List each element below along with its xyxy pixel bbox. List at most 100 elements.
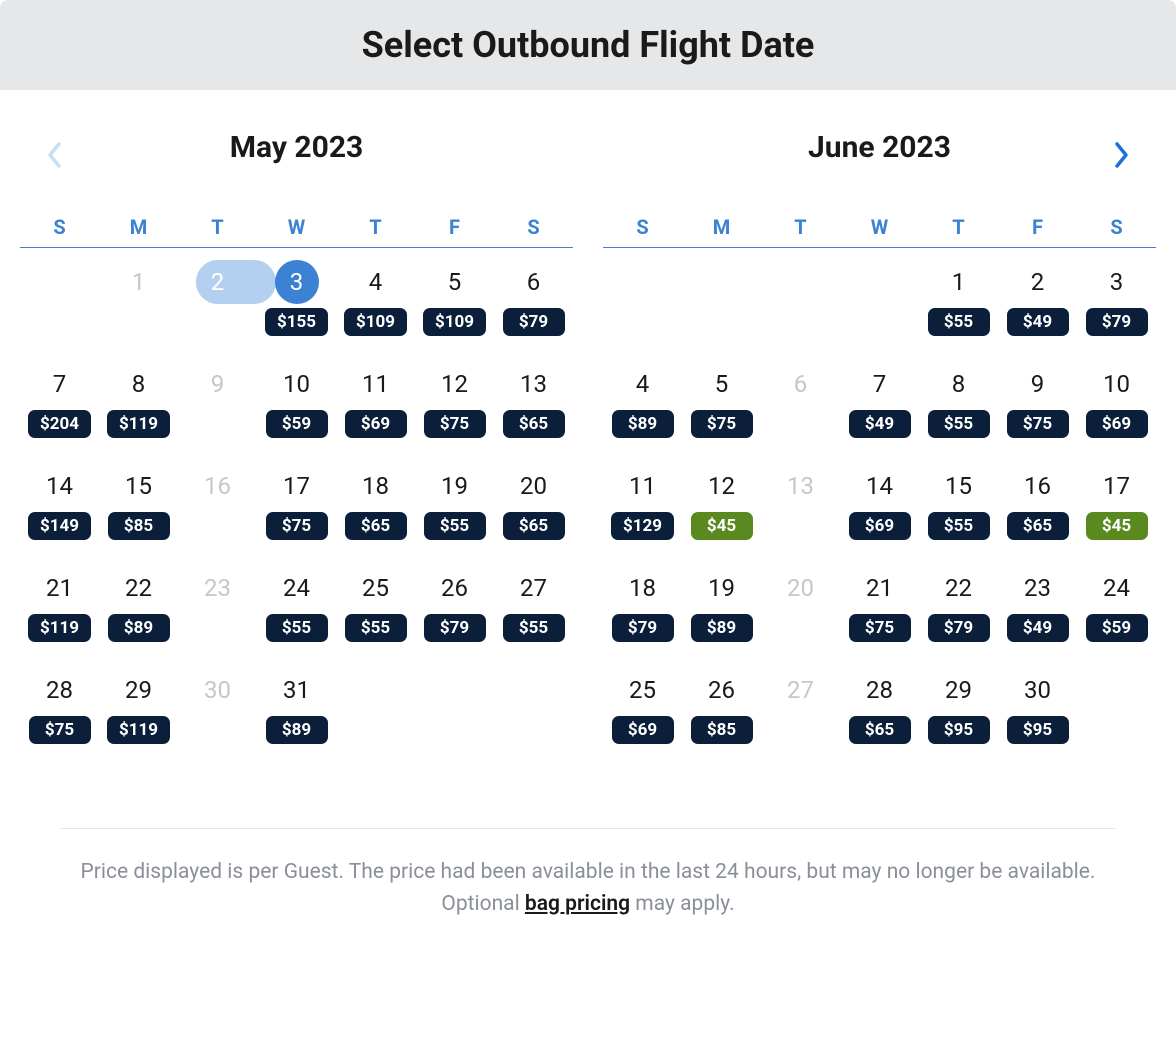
calendar-day[interactable]: 4$89	[603, 362, 682, 442]
day-price: $45	[1086, 512, 1148, 540]
calendar-day[interactable]: 19$89	[682, 566, 761, 646]
day-price: $65	[1007, 512, 1069, 540]
calendar-day[interactable]: 22$79	[919, 566, 998, 646]
calendar-day[interactable]: 4$109	[336, 260, 415, 340]
day-price: $95	[1007, 716, 1069, 744]
calendar-day[interactable]: 28$65	[840, 668, 919, 748]
weekday-label: F	[998, 215, 1077, 239]
calendar-day[interactable]: 14$149	[20, 464, 99, 544]
day-price: $55	[345, 614, 407, 642]
day-number: 16	[1016, 464, 1060, 508]
calendar-day[interactable]: 7$49	[840, 362, 919, 442]
calendar-day[interactable]: 21$119	[20, 566, 99, 646]
calendar-day[interactable]: 31$89	[257, 668, 336, 748]
calendar-day[interactable]: 10$59	[257, 362, 336, 442]
calendar-day[interactable]: 8$119	[99, 362, 178, 442]
calendar-day[interactable]: 11$129	[603, 464, 682, 544]
bag-pricing-link[interactable]: bag pricing	[525, 892, 630, 916]
calendar-day[interactable]: 5$75	[682, 362, 761, 442]
calendar-day: 13	[761, 464, 840, 544]
calendar-day[interactable]: 16$65	[998, 464, 1077, 544]
calendar-day[interactable]: 30$95	[998, 668, 1077, 748]
calendar-day[interactable]: 15$85	[99, 464, 178, 544]
day-price: $75	[691, 410, 753, 438]
day-price: $119	[107, 716, 170, 744]
day-price: $85	[691, 716, 753, 744]
day-price: $65	[345, 512, 407, 540]
calendar-day: 30	[178, 668, 257, 748]
calendar-day[interactable]: 26$79	[415, 566, 494, 646]
calendar-day[interactable]: 19$55	[415, 464, 494, 544]
calendar-day[interactable]: 25$69	[603, 668, 682, 748]
day-price: $55	[928, 512, 990, 540]
calendar-day[interactable]: 27$55	[494, 566, 573, 646]
calendar-day[interactable]: 17$45	[1077, 464, 1156, 544]
calendar-day[interactable]: 17$75	[257, 464, 336, 544]
calendar-day[interactable]: 3$79	[1077, 260, 1156, 340]
calendar-day[interactable]: 1$55	[919, 260, 998, 340]
calendar-day[interactable]: 25$55	[336, 566, 415, 646]
calendar-day[interactable]: 13$65	[494, 362, 573, 442]
day-price: $55	[266, 614, 328, 642]
day-number: 28	[38, 668, 82, 712]
calendar-day[interactable]: 5$109	[415, 260, 494, 340]
day-price: $129	[611, 512, 674, 540]
calendar-day[interactable]: 2	[178, 260, 257, 340]
day-price: $79	[503, 308, 565, 336]
calendar-day[interactable]: 18$65	[336, 464, 415, 544]
calendar-day[interactable]: 7$204	[20, 362, 99, 442]
day-price: $65	[503, 512, 565, 540]
calendar-day[interactable]: 12$75	[415, 362, 494, 442]
day-number: 5	[700, 362, 744, 406]
calendar-day[interactable]: 28$75	[20, 668, 99, 748]
month-title: May 2023	[20, 130, 573, 165]
prev-month-button[interactable]	[40, 140, 70, 170]
empty-cell	[682, 260, 761, 340]
page-title: Select Outbound Flight Date	[0, 24, 1176, 66]
day-number: 27	[779, 668, 823, 712]
calendar-day[interactable]: 18$79	[603, 566, 682, 646]
calendar-day[interactable]: 14$69	[840, 464, 919, 544]
day-number: 29	[937, 668, 981, 712]
calendar-day[interactable]: 22$89	[99, 566, 178, 646]
day-price: $49	[1007, 614, 1069, 642]
calendar-day[interactable]: 10$69	[1077, 362, 1156, 442]
day-number: 8	[117, 362, 161, 406]
calendar-day[interactable]: 2$49	[998, 260, 1077, 340]
empty-cell	[20, 260, 99, 340]
calendar-day[interactable]: 23$49	[998, 566, 1077, 646]
day-number: 14	[858, 464, 902, 508]
day-number: 13	[779, 464, 823, 508]
day-price: $85	[108, 512, 170, 540]
calendar-day[interactable]: 9$75	[998, 362, 1077, 442]
day-price: $79	[424, 614, 486, 642]
calendar-day[interactable]: 24$59	[1077, 566, 1156, 646]
calendar-day[interactable]: 21$75	[840, 566, 919, 646]
calendar-day[interactable]: 3$155	[257, 260, 336, 340]
calendar-day: 20	[761, 566, 840, 646]
next-month-button[interactable]	[1106, 140, 1136, 170]
calendar-day[interactable]: 12$45	[682, 464, 761, 544]
calendar-day[interactable]: 15$55	[919, 464, 998, 544]
day-number: 22	[117, 566, 161, 610]
disclaimer-text-after: may apply.	[630, 892, 735, 916]
calendar-day[interactable]: 11$69	[336, 362, 415, 442]
calendar-day[interactable]: 24$55	[257, 566, 336, 646]
day-number: 1	[117, 260, 161, 304]
calendar-day[interactable]: 8$55	[919, 362, 998, 442]
day-number: 11	[354, 362, 398, 406]
day-number: 25	[621, 668, 665, 712]
calendar-day[interactable]: 20$65	[494, 464, 573, 544]
weekday-label: M	[682, 215, 761, 239]
day-number: 10	[275, 362, 319, 406]
calendar-day[interactable]: 26$85	[682, 668, 761, 748]
day-number: 16	[196, 464, 240, 508]
day-price: $79	[928, 614, 990, 642]
chevron-right-icon	[1112, 141, 1130, 169]
calendar-day[interactable]: 6$79	[494, 260, 573, 340]
day-price: $155	[265, 308, 328, 336]
calendar-day[interactable]: 29$119	[99, 668, 178, 748]
days-grid: 1$552$493$794$895$7567$498$559$7510$6911…	[603, 260, 1156, 748]
weekday-label: M	[99, 215, 178, 239]
calendar-day[interactable]: 29$95	[919, 668, 998, 748]
